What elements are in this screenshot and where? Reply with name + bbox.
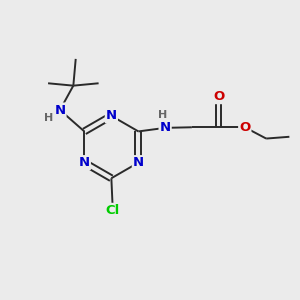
Text: H: H: [158, 110, 167, 120]
Text: N: N: [79, 156, 90, 169]
Text: H: H: [44, 113, 53, 123]
Text: Cl: Cl: [105, 204, 120, 217]
Text: N: N: [160, 122, 171, 134]
Text: O: O: [213, 90, 224, 103]
Text: N: N: [133, 156, 144, 169]
Text: O: O: [239, 121, 250, 134]
Text: N: N: [54, 103, 65, 116]
Text: N: N: [106, 109, 117, 122]
